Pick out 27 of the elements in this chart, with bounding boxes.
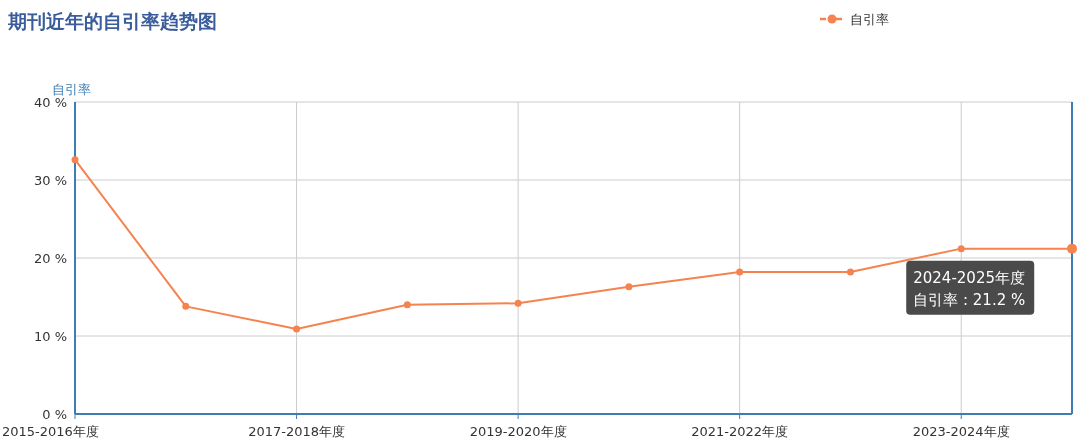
x-tick-label: 2023-2024年度 — [912, 424, 1010, 439]
point — [1067, 243, 1077, 254]
annotation: 2024-2025年度 — [913, 268, 1025, 287]
point — [846, 268, 854, 276]
point — [957, 245, 965, 253]
point — [625, 283, 633, 291]
y-axis-title: 自引率 — [52, 82, 91, 97]
point — [71, 156, 79, 164]
point — [182, 302, 190, 310]
legend-label: 自引率 — [850, 12, 889, 27]
x-tick-label: 2015-2016年度 — [2, 424, 99, 439]
chart-title: 期刊近年的自引率趋势图 — [7, 10, 217, 32]
annotation: 自引率 : 21.2 % — [913, 290, 1026, 309]
legend: 自引率 — [820, 12, 889, 27]
y-tick-label: 0 % — [42, 407, 67, 422]
y-tick-label: 20 % — [33, 251, 67, 266]
tooltip: 2024-2025年度 自引率 : 21.2 % — [906, 260, 1035, 315]
x-tick-label: 2017-2018年度 — [248, 424, 345, 439]
x-tick-label: 2019-2020年度 — [469, 424, 567, 439]
x-tick-label: 2021-2022年度 — [691, 424, 789, 439]
y-tick-label: 40 % — [33, 95, 67, 110]
point — [514, 299, 522, 307]
y-tick-label: 30 % — [33, 173, 67, 188]
point — [736, 268, 744, 276]
point — [293, 325, 301, 333]
point — [403, 301, 411, 309]
y-tick-label: 10 % — [33, 329, 67, 344]
